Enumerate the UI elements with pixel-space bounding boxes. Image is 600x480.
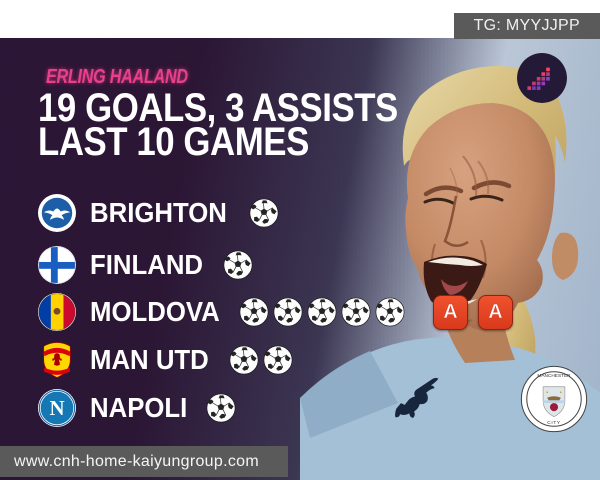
svg-text:MANCHESTER: MANCHESTER [537,373,571,379]
svg-text:N: N [49,396,64,420]
svg-text:CITY: CITY [547,420,561,426]
